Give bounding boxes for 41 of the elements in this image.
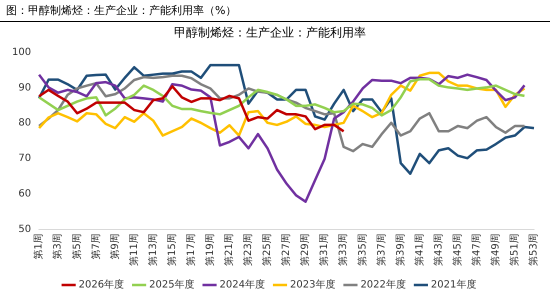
x-tick-label: 第31周	[318, 233, 330, 266]
y-tick-label: 80	[18, 118, 32, 129]
x-tick-label: 第23周	[242, 233, 254, 266]
x-tick-label: 第49周	[490, 233, 502, 266]
x-tick-label: 第19周	[204, 233, 216, 266]
legend-label: 2026年度	[78, 278, 124, 291]
x-tick-label: 第5周	[70, 233, 83, 260]
x-tick-label: 第25周	[261, 233, 274, 266]
x-tick-label: 第27周	[280, 233, 292, 266]
x-tick-label: 第7周	[90, 233, 102, 260]
legend-label: 2023年度	[290, 278, 336, 291]
x-tick-label: 第13周	[146, 233, 159, 266]
x-tick-label: 第41周	[413, 233, 426, 266]
legend-label: 2021年度	[430, 278, 476, 291]
y-tick-label: 50	[18, 224, 32, 235]
x-tick-label: 第9周	[108, 233, 121, 260]
legend-label: 2022年度	[360, 278, 406, 291]
x-tick-label: 第39周	[394, 233, 406, 266]
y-tick-label: 100	[12, 46, 32, 58]
x-tick-label: 第37周	[375, 233, 388, 266]
y-tick-label: 90	[18, 82, 32, 94]
x-tick-label: 第15周	[166, 233, 178, 266]
x-tick-label: 第51周	[508, 233, 521, 266]
x-tick-label: 第33周	[337, 233, 350, 266]
y-tick-label: 60	[18, 188, 32, 200]
x-tick-label: 第45周	[451, 233, 464, 266]
x-tick-label: 第3周	[52, 233, 64, 260]
x-tick-label: 第35周	[356, 233, 368, 266]
x-tick-label: 第1周	[32, 233, 45, 260]
x-tick-label: 第11周	[128, 233, 140, 266]
x-tick-label: 第53周	[528, 233, 540, 266]
x-tick-label: 第29周	[299, 233, 312, 266]
x-tick-label: 第21周	[223, 233, 236, 266]
chart-title: 甲醇制烯烃：生产企业：产能利用率	[174, 25, 366, 40]
x-tick-label: 第43周	[432, 233, 444, 266]
legend-label: 2025年度	[149, 278, 195, 291]
y-tick-label: 70	[18, 153, 32, 164]
x-tick-label: 第17周	[184, 233, 197, 266]
x-tick-label: 第47周	[470, 233, 482, 266]
legend-label: 2024年度	[220, 278, 266, 291]
text: 图：甲醇制烯烃：生产企业：产能利用率（%）	[0, 0, 550, 22]
